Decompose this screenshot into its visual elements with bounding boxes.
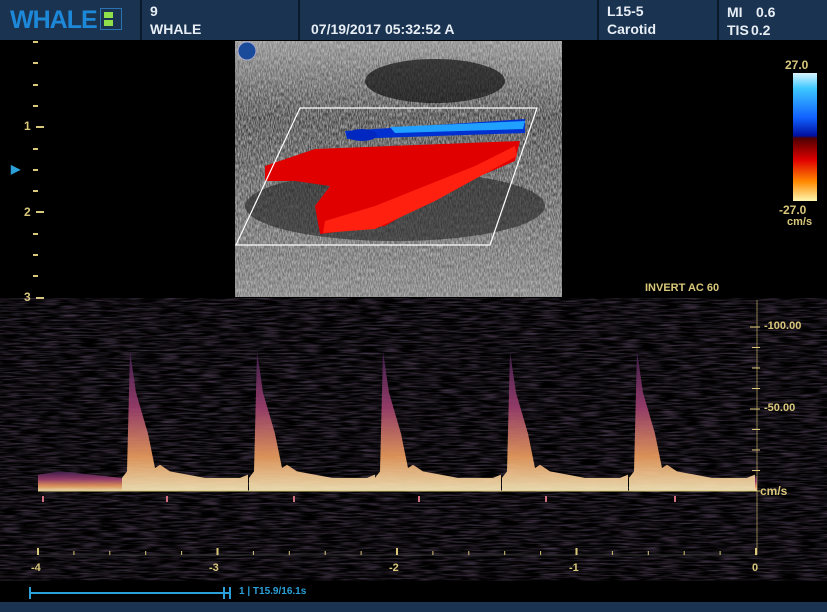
depth-tick (36, 211, 44, 214)
time-label: -1 (569, 562, 579, 574)
mi-label: MI (727, 4, 743, 20)
whale-watermark-icon (237, 41, 257, 61)
b-mode-color-image (235, 41, 562, 297)
cine-handle[interactable] (223, 587, 231, 599)
depth-label-2: 2 (24, 205, 31, 219)
time-label: -4 (31, 562, 41, 574)
probe-name: L15-5 (607, 3, 644, 19)
depth-label-1: 1 (24, 119, 31, 133)
velocity-label-100: -100.00 (764, 320, 802, 332)
time-label: 0 (752, 562, 759, 574)
velocity-label-50: -50.00 (764, 402, 796, 414)
tis-label: TIS (727, 22, 749, 38)
mi-value: 0.6 (756, 4, 776, 20)
ecg-marker (293, 496, 295, 502)
doppler-waveform-cycle (629, 351, 755, 491)
depth-tick (33, 190, 38, 193)
cine-scrollbar[interactable] (29, 592, 229, 594)
color-scale-min: -27.0 (779, 203, 807, 217)
depth-tick (33, 104, 38, 107)
whale-logo: WHALE (10, 6, 98, 34)
ecg-marker (418, 496, 420, 502)
ecg-marker (545, 496, 547, 502)
ecg-marker (42, 496, 44, 502)
flow-red (265, 141, 520, 234)
logo-mark-icon (100, 8, 122, 30)
depth-tick (33, 168, 38, 171)
color-velocity-bar (793, 73, 817, 201)
depth-tick (36, 126, 44, 129)
color-scale-max: 27.0 (785, 58, 809, 72)
spectral-doppler (37, 300, 760, 556)
doppler-settings: INVERT AC 60 (645, 282, 720, 294)
depth-tick (33, 232, 38, 235)
time-label: -2 (389, 562, 399, 574)
depth-tick (36, 296, 44, 299)
doppler-waveform-cycle (375, 351, 501, 491)
cine-frame-label: 1 | T15.9/16.1s (239, 586, 307, 597)
exam-datetime: 07/19/2017 05:32:52 A (311, 21, 455, 37)
doppler-waveform-cycle (249, 351, 375, 491)
depth-tick (33, 62, 38, 65)
color-box[interactable] (235, 107, 538, 246)
ecg-marker (674, 496, 676, 502)
doppler-waveform-cycle (122, 351, 248, 491)
depth-tick (33, 41, 38, 43)
velocity-unit: cm/s (760, 484, 788, 498)
time-label: -3 (209, 562, 219, 574)
depth-tick (33, 254, 38, 256)
depth-label-3: 3 (24, 290, 31, 304)
depth-tick (33, 147, 38, 150)
depth-tick (33, 275, 38, 278)
doppler-waveform-cycle (38, 471, 122, 491)
bottom-bar (0, 602, 827, 612)
patient-id: 9 (150, 3, 158, 19)
header-bar: WHALE 9 WHALE 07/19/2017 05:32:52 A L15-… (0, 0, 827, 40)
depth-tick (33, 83, 38, 86)
color-scale-unit: cm/s (787, 216, 813, 228)
patient-name: WHALE (150, 21, 202, 37)
tis-value: 0.2 (751, 22, 771, 38)
doppler-waveform-cycle (502, 351, 628, 491)
preset-name: Carotid (607, 21, 656, 37)
focus-marker-icon[interactable]: ▶ (11, 162, 21, 176)
ecg-marker (166, 496, 168, 502)
